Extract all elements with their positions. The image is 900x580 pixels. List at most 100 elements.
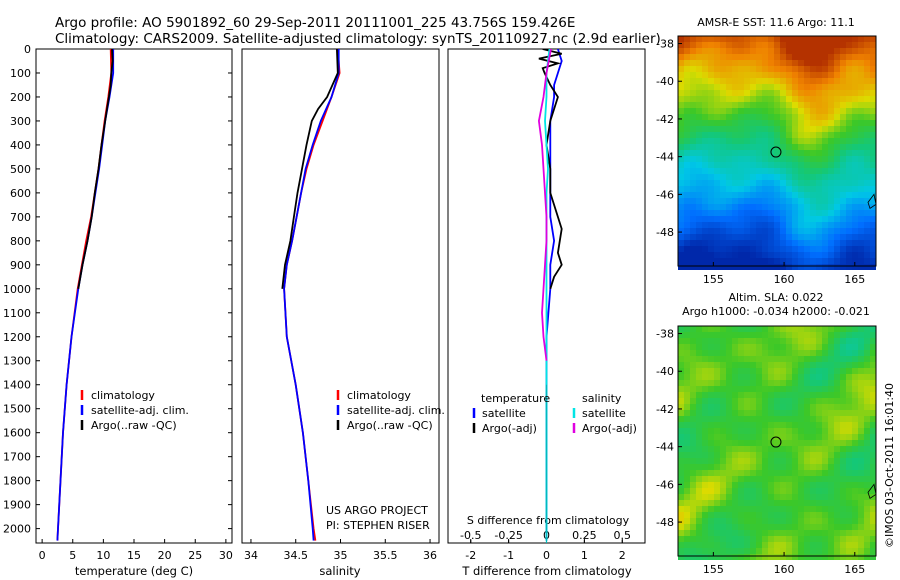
sst-grid-cell bbox=[684, 150, 690, 156]
sla-grid-cell bbox=[684, 536, 690, 542]
sst-grid-cell bbox=[858, 138, 864, 144]
sla-grid-cell bbox=[738, 338, 744, 344]
sla-grid-cell bbox=[840, 434, 846, 440]
sla-grid-cell bbox=[786, 506, 792, 512]
sst-grid-cell bbox=[828, 132, 834, 138]
sst-grid-cell bbox=[678, 264, 684, 270]
sla-grid-cell bbox=[768, 518, 774, 524]
sst-grid-cell bbox=[678, 228, 684, 234]
sst-grid-cell bbox=[792, 144, 798, 150]
sst-grid-cell bbox=[732, 132, 738, 138]
sst-grid-cell bbox=[708, 210, 714, 216]
sst-grid-cell bbox=[774, 96, 780, 102]
sla-grid-cell bbox=[726, 422, 732, 428]
sla-grid-cell bbox=[750, 536, 756, 542]
sla-grid-cell bbox=[852, 506, 858, 512]
sla-grid-cell bbox=[846, 506, 852, 512]
sst-grid-cell bbox=[792, 156, 798, 162]
sst-grid-cell bbox=[738, 210, 744, 216]
sst-grid-cell bbox=[786, 36, 792, 42]
sst-grid-cell bbox=[870, 66, 876, 72]
sst-grid-cell bbox=[708, 114, 714, 120]
sst-grid-cell bbox=[798, 78, 804, 84]
sst-grid-cell bbox=[732, 114, 738, 120]
sst-grid-cell bbox=[708, 126, 714, 132]
sla-grid-cell bbox=[864, 548, 870, 554]
sst-grid-cell bbox=[804, 156, 810, 162]
sla-grid-cell bbox=[762, 416, 768, 422]
sla-grid-cell bbox=[720, 362, 726, 368]
sla-grid-cell bbox=[804, 392, 810, 398]
sla-grid-cell bbox=[696, 326, 702, 332]
sst-grid-cell bbox=[864, 246, 870, 252]
sla-grid-cell bbox=[738, 368, 744, 374]
sla-grid-cell bbox=[714, 392, 720, 398]
sst-grid-cell bbox=[858, 108, 864, 114]
sla-grid-cell bbox=[798, 344, 804, 350]
sst-grid-cell bbox=[870, 78, 876, 84]
sst-grid-cell bbox=[762, 72, 768, 78]
sst-grid-cell bbox=[792, 114, 798, 120]
temperature-plot-frame bbox=[35, 48, 233, 544]
sst-grid-cell bbox=[678, 120, 684, 126]
sst-grid-cell bbox=[774, 228, 780, 234]
sla-grid-cell bbox=[756, 446, 762, 452]
sst-grid-cell bbox=[840, 210, 846, 216]
sst-grid-cell bbox=[750, 72, 756, 78]
sla-grid-cell bbox=[858, 536, 864, 542]
sst-grid-cell bbox=[798, 258, 804, 264]
sla-grid-cell bbox=[684, 368, 690, 374]
sla-grid-cell bbox=[702, 452, 708, 458]
sla-grid-cell bbox=[696, 530, 702, 536]
sst-grid-cell bbox=[684, 84, 690, 90]
sla-grid-cell bbox=[756, 326, 762, 332]
sst-grid-cell bbox=[858, 54, 864, 60]
sla-grid-cell bbox=[756, 398, 762, 404]
sst-grid-cell bbox=[780, 198, 786, 204]
sla-grid-cell bbox=[822, 506, 828, 512]
sst-grid-cell bbox=[708, 246, 714, 252]
sst-grid-cell bbox=[822, 168, 828, 174]
sst-grid-cell bbox=[834, 258, 840, 264]
sst-grid-cell bbox=[834, 186, 840, 192]
sla-grid-cell bbox=[726, 440, 732, 446]
sla-grid-cell bbox=[822, 542, 828, 548]
sla-grid-cell bbox=[870, 368, 876, 374]
sla-grid-cell bbox=[792, 530, 798, 536]
sla-grid-cell bbox=[864, 506, 870, 512]
sla-grid-cell bbox=[828, 554, 834, 560]
sla-grid-cell bbox=[720, 392, 726, 398]
sst-grid-cell bbox=[768, 54, 774, 60]
sst-grid-cell bbox=[714, 168, 720, 174]
sla-map-frame bbox=[677, 325, 877, 557]
sla-grid-cell bbox=[846, 500, 852, 506]
sst-grid-cell bbox=[804, 258, 810, 264]
sst-grid-cell bbox=[822, 210, 828, 216]
sst-grid-cell bbox=[858, 204, 864, 210]
sst-grid-cell bbox=[708, 108, 714, 114]
sla-grid-cell bbox=[708, 356, 714, 362]
sst-grid-cell bbox=[822, 222, 828, 228]
sla-grid-cell bbox=[798, 338, 804, 344]
sla-grid-cell bbox=[816, 410, 822, 416]
y-tick-label: 1800 bbox=[3, 475, 31, 488]
sst-grid-cell bbox=[822, 114, 828, 120]
sst-grid-cell bbox=[834, 36, 840, 42]
sla-grid-cell bbox=[870, 338, 876, 344]
sla-grid-cell bbox=[756, 440, 762, 446]
sla-grid-cell bbox=[678, 356, 684, 362]
sst-grid-cell bbox=[846, 192, 852, 198]
sla-grid-cell bbox=[756, 554, 762, 560]
sla-grid-cell bbox=[708, 440, 714, 446]
sla-grid-cell bbox=[834, 530, 840, 536]
sla-grid-cell bbox=[810, 536, 816, 542]
sst-grid-cell bbox=[840, 84, 846, 90]
sla-grid-cell bbox=[828, 536, 834, 542]
sla-grid-cell bbox=[750, 362, 756, 368]
sla-grid-cell bbox=[774, 428, 780, 434]
sla-grid-cell bbox=[780, 554, 786, 560]
y-tick-label: 100 bbox=[10, 67, 31, 80]
sla-grid-cell bbox=[804, 458, 810, 464]
sla-grid-cell bbox=[774, 512, 780, 518]
y-tick-label: 2000 bbox=[3, 523, 31, 536]
